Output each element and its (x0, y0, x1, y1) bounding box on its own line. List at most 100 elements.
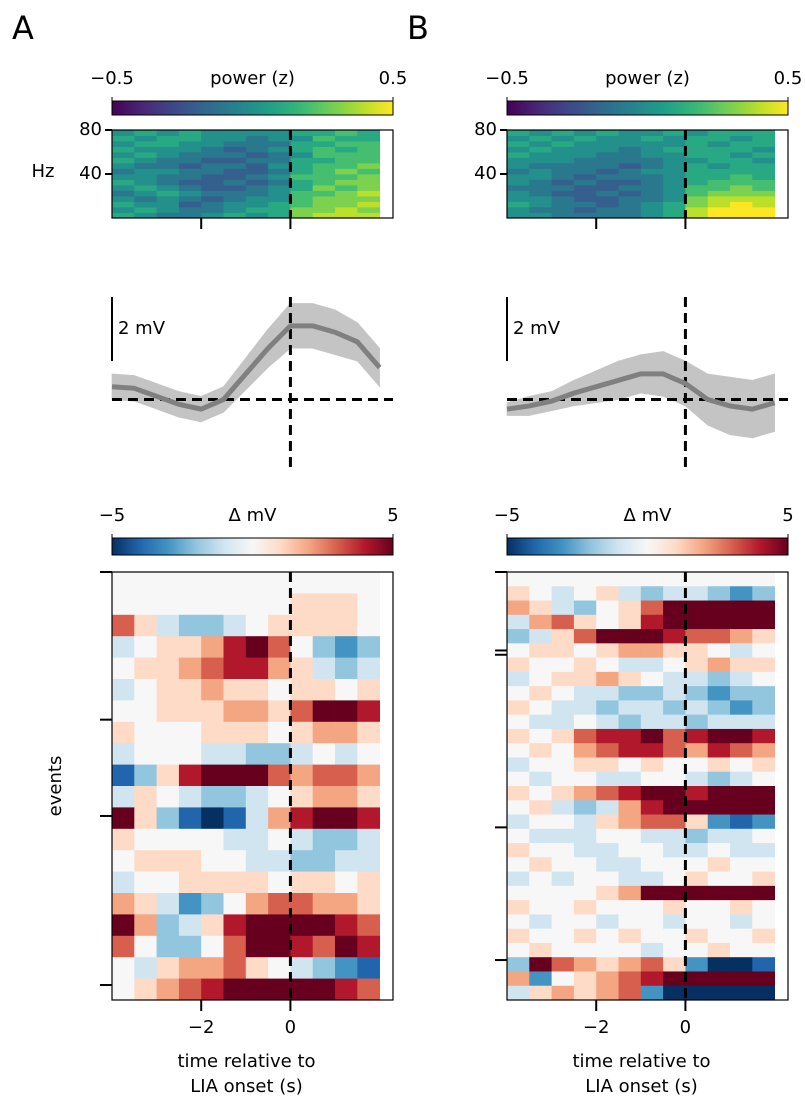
heatmap-cell (312, 572, 336, 594)
heatmap-cell (529, 196, 553, 202)
heatmap-cell (529, 600, 553, 616)
heatmap-cell (112, 152, 135, 158)
heatmap-cell (357, 786, 381, 808)
heatmap-cell (335, 657, 358, 680)
heatmap-cell (730, 643, 753, 658)
heatmap-cell (752, 190, 776, 197)
heatmap-cell (335, 743, 358, 765)
heatmap-cell (268, 174, 291, 180)
heatmap-cell (290, 786, 314, 808)
heatmap-cell (178, 593, 202, 616)
heatmap-cell (685, 871, 709, 887)
heatmap-cell (730, 700, 753, 716)
heatmap-cell (245, 914, 269, 937)
heatmap-cell (357, 130, 381, 136)
scale-bar-label: 2 mV (118, 318, 166, 339)
heatmap-cell (707, 643, 731, 658)
heatmap-cell (178, 190, 202, 197)
heatmap-cell (178, 636, 202, 658)
heatmap-cell (312, 201, 336, 208)
heatmap-cell (573, 179, 597, 186)
heatmap-cell (290, 179, 314, 186)
heatmap-cell (685, 196, 709, 202)
heatmap-cell (663, 928, 686, 944)
heatmap-cell (507, 643, 530, 658)
heatmap-cell (707, 728, 731, 744)
heatmap-cell (685, 586, 709, 601)
heatmap-cell (245, 152, 269, 158)
heatmap-cell (618, 971, 642, 987)
heatmap-cell (201, 174, 224, 180)
heatmap-cell (573, 871, 597, 887)
heatmap-cell (290, 207, 314, 213)
heatmap-cell (730, 572, 753, 587)
heatmap-cell (707, 174, 731, 180)
heatmap-cell (640, 157, 664, 164)
heatmap-cell (335, 893, 358, 915)
heatmap-cell (752, 657, 776, 673)
heatmap-cell (223, 572, 247, 594)
heatmap-cell (730, 786, 753, 801)
heatmap-cell (357, 743, 381, 765)
heatmap-cell (529, 614, 553, 630)
heatmap-cell (201, 614, 224, 637)
heatmap-cell (223, 914, 247, 937)
heatmap-cell (335, 871, 358, 894)
heatmap-cell (529, 629, 553, 644)
heatmap-cell (596, 657, 619, 673)
heatmap-cell (290, 146, 314, 153)
heatmap-cell (618, 190, 642, 197)
heatmap-cell (529, 971, 553, 987)
heatmap-cell (529, 157, 553, 164)
heatmap-cell (551, 757, 575, 773)
heatmap-cell (685, 671, 709, 687)
heatmap-cell (245, 179, 269, 186)
heatmap-cell (640, 643, 664, 658)
heatmap-cell (730, 914, 753, 930)
heatmap-cell (201, 163, 224, 169)
heatmap-cell (335, 636, 358, 658)
heatmap-cell (312, 135, 336, 142)
heatmap-cell (596, 152, 619, 158)
heatmap-cell (507, 671, 530, 687)
heatmap-cell (201, 807, 224, 830)
heatmap-cell (245, 764, 269, 787)
heatmap-cell (596, 942, 619, 958)
heatmap-cell (112, 572, 135, 594)
heatmap-cell (640, 728, 664, 744)
heatmap-cell (529, 843, 553, 858)
heatmap-cell (156, 679, 180, 701)
heatmap-cell (223, 201, 247, 208)
heatmap-cell (596, 212, 619, 219)
heatmap-cell (752, 629, 776, 644)
y-tick-label: 40 (474, 163, 497, 184)
heatmap-cell (640, 141, 664, 147)
heatmap-cell (290, 850, 314, 872)
heatmap-cell (529, 914, 553, 930)
heatmap-cell (685, 141, 709, 147)
heatmap-cell (685, 657, 709, 673)
heatmap-cell (640, 786, 664, 801)
heatmap-cell (134, 700, 158, 723)
colorbar-label: Δ mV (624, 505, 673, 526)
heatmap-cell (134, 174, 158, 180)
heatmap-cell (201, 135, 224, 142)
heatmap-cell (640, 871, 664, 887)
heatmap-cell (178, 572, 202, 594)
heatmap-cell (312, 893, 336, 915)
heatmap-cell (730, 185, 753, 191)
heatmap-cell (529, 985, 553, 1001)
heatmap-cell (685, 212, 709, 219)
x-tick-label: −2 (583, 1017, 610, 1038)
heatmap-cell (551, 786, 575, 801)
x-axis-label: LIA onset (s) (190, 1076, 302, 1097)
heatmap-cell (685, 157, 709, 164)
heatmap-cell (663, 800, 686, 815)
heatmap-cell (551, 814, 575, 830)
heatmap-cell (752, 614, 776, 630)
heatmap-cell (618, 957, 642, 972)
heatmap-cell (529, 928, 553, 944)
heatmap-cell (134, 130, 158, 136)
